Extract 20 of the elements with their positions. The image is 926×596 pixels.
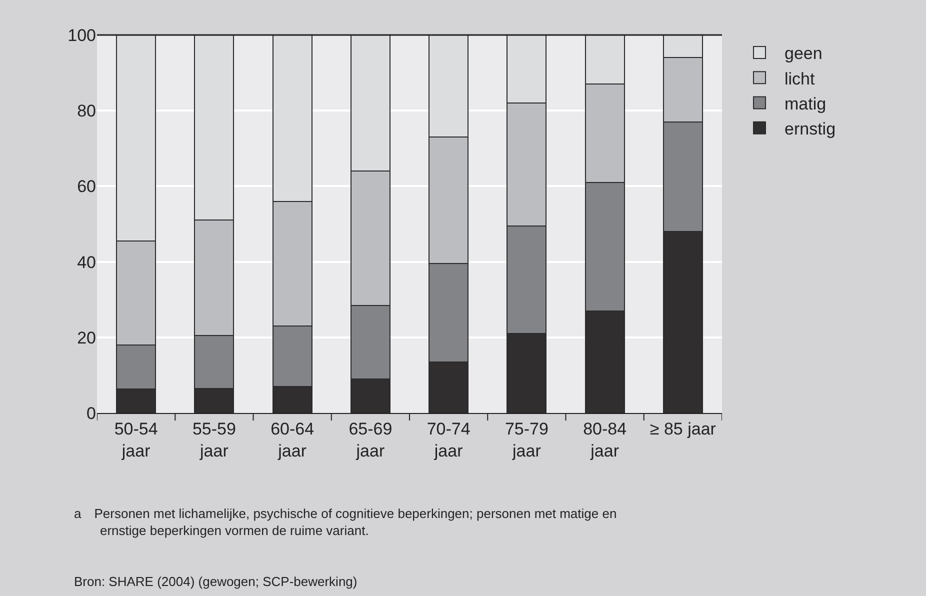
y-tick-label: 0 (86, 404, 96, 423)
x-tick-label: 50-54 jaar (114, 419, 158, 460)
y-tick-label: 80 (77, 102, 96, 121)
legend-label: licht (784, 69, 816, 88)
x-tick-label: 65-69 jaar (348, 419, 392, 460)
legend-label: ernstig (784, 119, 836, 138)
text: a Personen met lichamelijke, psychische of cognitieve beperkingen; personen met matige en ernstige beperkingen vormen de ruime variant. (74, 506, 617, 538)
y-tick-label: 40 (77, 252, 96, 272)
x-tick-label: ≥ 85 jaar (650, 419, 716, 438)
text: Bron: SHARE (2004) (gewogen; SCP-bewerking) (74, 574, 358, 589)
legend-label: matig (784, 94, 826, 114)
x-tick-label: 75-79 jaar (504, 419, 548, 460)
x-tick-label: 80-84 jaar (583, 419, 627, 460)
y-tick-label: 60 (77, 177, 96, 196)
x-tick-label: 60-64 jaar (270, 419, 314, 460)
y-tick-label: 100 (68, 26, 96, 45)
x-tick-label: 70-74 jaar (426, 419, 470, 460)
x-tick-label: 55-59 jaar (192, 419, 236, 460)
y-tick-label: 20 (77, 328, 96, 348)
legend-label: geen (784, 44, 822, 64)
